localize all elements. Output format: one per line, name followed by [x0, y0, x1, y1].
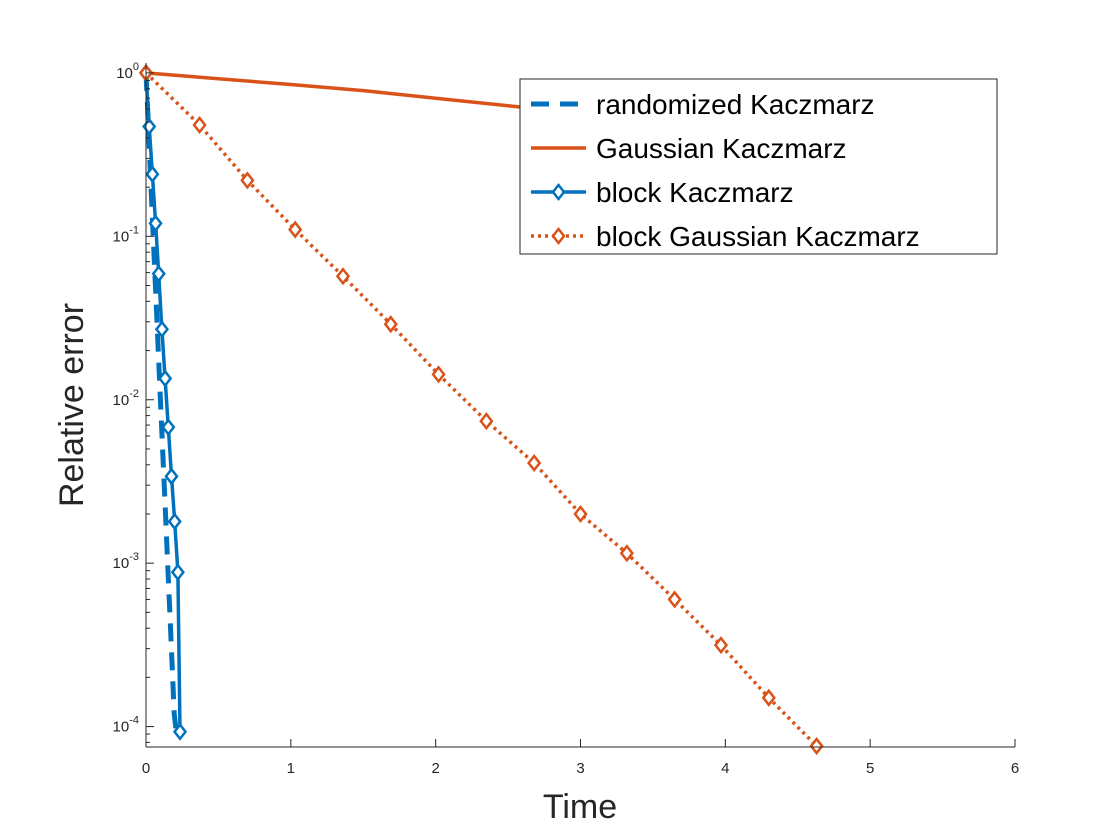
y-tick-label: 10-3	[113, 551, 139, 572]
y-tick-base: 10	[113, 228, 130, 245]
y-tick-exponent: -1	[129, 224, 139, 236]
legend-label: Gaussian Kaczmarz	[596, 133, 847, 164]
data-point	[573, 504, 588, 523]
data-point	[192, 115, 207, 135]
series-line	[144, 71, 818, 748]
data-point	[172, 722, 188, 741]
y-tick-label: 10-4	[113, 715, 139, 736]
data-point	[161, 418, 176, 437]
data-point	[151, 264, 166, 283]
data-point	[667, 590, 682, 609]
x-tick-label: 4	[721, 760, 729, 777]
y-tick-exponent: -2	[129, 388, 139, 400]
series-block-gaussian-kaczmarz	[138, 63, 824, 756]
data-point	[164, 467, 179, 486]
x-tick-label: 1	[287, 760, 295, 777]
data-point	[145, 165, 160, 184]
y-tick-exponent: -3	[129, 551, 139, 563]
legend-label: randomized Kaczmarz	[596, 89, 875, 120]
data-point	[148, 214, 163, 233]
y-axis-label: Relative error	[53, 303, 91, 507]
x-tick-label: 5	[866, 760, 874, 777]
y-tick-base: 10	[113, 392, 130, 409]
x-tick-label: 3	[576, 760, 584, 777]
y-tick-label: 100	[116, 61, 139, 82]
y-tick-label: 10-1	[113, 224, 139, 245]
y-tick-base: 10	[113, 719, 130, 736]
data-point	[158, 369, 173, 388]
x-tick-label: 6	[1011, 760, 1019, 777]
legend-label: block Gaussian Kaczmarz	[596, 221, 920, 252]
data-point	[713, 636, 729, 655]
data-point	[527, 454, 542, 473]
data-point	[288, 220, 303, 239]
legend-marker	[551, 226, 566, 246]
x-axis-label: Time	[543, 788, 617, 826]
legend-label: block Kaczmarz	[596, 177, 794, 208]
legend-box	[519, 78, 998, 255]
series-line	[145, 71, 530, 110]
data-point	[431, 365, 446, 384]
x-ticks: 0 1 2 3 4 5 6	[142, 739, 1019, 777]
x-tick-label: 2	[431, 760, 439, 777]
data-point	[809, 737, 824, 756]
y-tick-label: 10-2	[113, 388, 139, 409]
y-tick-base: 10	[116, 65, 133, 82]
data-point	[761, 688, 776, 707]
y-tick-base: 10	[113, 555, 130, 572]
y-tick-exponent: -4	[129, 715, 139, 727]
data-point	[479, 412, 494, 431]
data-point	[383, 315, 398, 334]
data-point	[170, 563, 185, 582]
legend: randomized Kaczmarz Gaussian Kaczmarz bloc…	[519, 78, 998, 255]
data-point	[167, 512, 182, 531]
data-point	[240, 171, 255, 190]
data-point	[154, 320, 170, 339]
data-point	[335, 267, 351, 286]
series-gaussian-kaczmarz	[145, 71, 530, 110]
y-tick-exponent: 0	[133, 61, 139, 73]
legend-marker	[551, 182, 566, 202]
x-tick-label: 0	[142, 760, 150, 777]
data-point	[619, 544, 634, 563]
